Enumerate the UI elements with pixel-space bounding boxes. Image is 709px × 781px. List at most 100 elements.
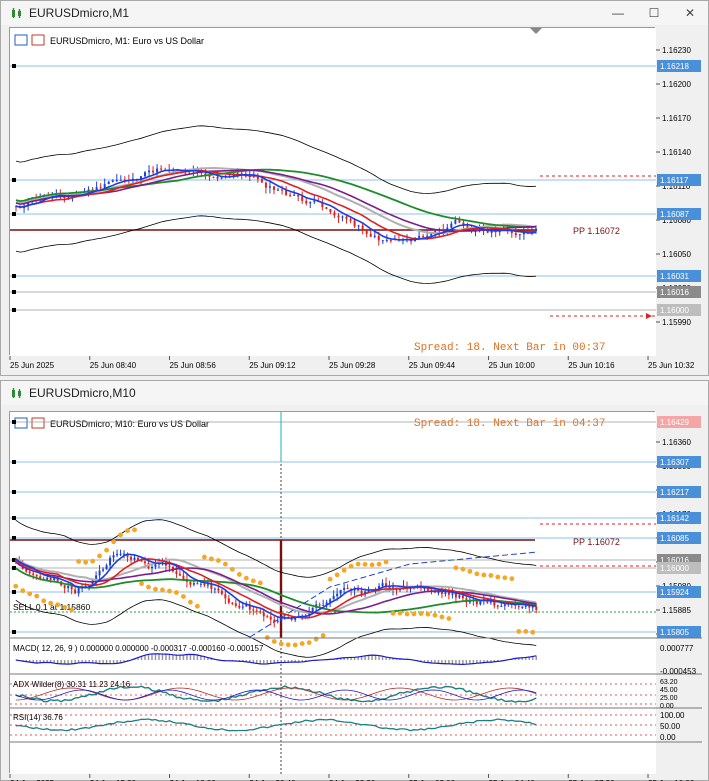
candle-body (360, 590, 363, 595)
m1-titlebar[interactable]: EURUSDmicro,M1 — ☐ ✕ (1, 1, 708, 25)
candle-body (294, 617, 297, 620)
candle-body (269, 616, 272, 620)
candle-body (285, 190, 288, 195)
rsi-line (15, 718, 537, 732)
candle-body (91, 580, 94, 586)
candle-body (88, 585, 91, 587)
ma-green-line (15, 567, 537, 614)
candle-body (433, 591, 436, 593)
sar-dot (362, 561, 368, 567)
rsi-tick-label: 0.00 (660, 733, 676, 742)
price-badge (657, 486, 701, 498)
adx-main-line (15, 685, 537, 703)
m1-price-chart[interactable]: EURUSDmicro, M1: Euro vs US Dollar 1.1623… (9, 28, 709, 376)
price-tick-label: 1.16230 (662, 46, 691, 55)
candle-body (451, 593, 454, 595)
sar-dot (146, 584, 151, 590)
candle-body (260, 179, 263, 183)
minimize-button[interactable]: — (600, 1, 636, 25)
sar-dot (474, 571, 480, 577)
sar-dot (188, 599, 193, 605)
candle-body (329, 209, 332, 213)
candle-body (479, 601, 482, 605)
pivot-label: PP 1.16072 (573, 537, 620, 547)
candle-body (156, 168, 159, 173)
candle-body (444, 592, 447, 594)
price-badge (657, 456, 701, 468)
candle-body (503, 604, 506, 606)
price-badge (657, 512, 701, 524)
sar-dot (208, 556, 214, 562)
bollinger-lower-line (15, 215, 536, 284)
sar-dot (13, 583, 19, 589)
m1-chart-area[interactable]: EURUSDmicro, M1: Euro vs US Dollar 1.1623… (9, 27, 701, 370)
level-marker (12, 536, 16, 540)
candle-body (343, 587, 346, 590)
level-marker (12, 460, 16, 464)
time-tick-label: 25 Jun 10:32 (648, 361, 695, 370)
candle-body (178, 573, 181, 576)
m10-titlebar[interactable]: EURUSDmicro,M10 (1, 381, 708, 405)
candle-body (264, 182, 267, 188)
candle-body (196, 583, 199, 585)
m10-window-title: EURUSDmicro,M10 (29, 386, 136, 400)
sar-dot (383, 559, 389, 565)
price-badge-label: 1.16307 (660, 458, 689, 467)
candle-body (385, 583, 388, 586)
time-tick-label: 24 Jun 15:20 (90, 779, 137, 781)
price-badge-label: 1.16217 (660, 488, 689, 497)
candle-body (276, 620, 279, 622)
price-badge-label: 1.16087 (660, 210, 689, 219)
candle-body (234, 603, 237, 606)
bollinger-upper-line (15, 519, 537, 578)
m10-chart-header: EURUSDmicro, M10: Euro vs US Dollar (50, 419, 209, 429)
candle-body (518, 234, 521, 236)
sar-dot (453, 565, 459, 571)
candle-body (377, 235, 380, 241)
price-badge-label: 1.16085 (660, 534, 689, 543)
time-tick-label: 24 Jun 2025 (10, 779, 55, 781)
minimize-icon: — (612, 6, 624, 20)
candle-body (115, 179, 118, 181)
candle-body (346, 587, 349, 589)
chart-type-icon (14, 34, 28, 46)
macd-tick-label: -0.000453 (660, 667, 697, 676)
price-badge-label: 1.16016 (660, 556, 689, 565)
sar-dot (460, 566, 466, 572)
m10-price-chart[interactable]: EURUSDmicro, M10: Euro vs US Dollar Sprea… (9, 412, 709, 781)
candle-body (308, 612, 311, 616)
candle-body (150, 566, 153, 569)
candle-body (373, 235, 376, 237)
m10-chart-area[interactable]: EURUSDmicro, M10: Euro vs US Dollar Sprea… (9, 411, 702, 781)
candle-body (56, 577, 59, 582)
candle-body (489, 601, 492, 603)
bid-arrow-icon (646, 313, 652, 319)
candle-body (517, 605, 520, 607)
adx-minus-di-line (15, 687, 537, 701)
time-tick-label: 24 Jun 20:40 (249, 779, 296, 781)
sar-dot (355, 561, 361, 567)
sar-dot (83, 559, 89, 565)
close-button[interactable]: ✕ (672, 1, 708, 25)
candle-body (500, 605, 503, 607)
adx-tick-label: 0.00 (660, 703, 674, 710)
sar-dot (153, 586, 158, 592)
bollinger-lower-line (15, 599, 537, 658)
price-tick-label: 1.16200 (662, 80, 691, 89)
spread-label: Spread: 18. Next Bar in 00:37 (414, 342, 605, 354)
candle-body (336, 593, 339, 596)
candle-body (423, 587, 426, 589)
candle-body (268, 186, 271, 188)
candle-body (140, 560, 143, 562)
price-badge-label: 1.16031 (660, 272, 689, 281)
sar-dot (195, 603, 200, 609)
m1-window: EURUSDmicro,M1 — ☐ ✕ EURUSDmicro, M1: Eu… (0, 0, 709, 376)
time-tick-label: 25 Jun 10:00 (648, 779, 695, 781)
rsi-label: RSI(14) 36.76 (13, 713, 63, 722)
sar-dot (20, 588, 26, 594)
adx-tick-label: 45.00 (660, 687, 678, 694)
sar-dot (125, 528, 130, 534)
sar-dot (369, 562, 375, 568)
maximize-button[interactable]: ☐ (636, 1, 672, 25)
sar-dot (327, 576, 333, 582)
